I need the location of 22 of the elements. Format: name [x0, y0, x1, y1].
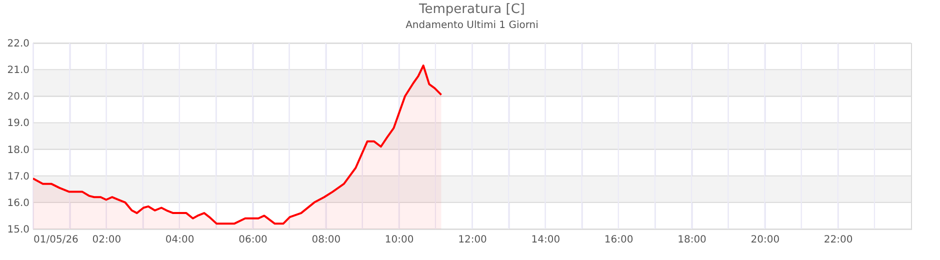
chart-title: Temperatura [C] — [418, 2, 525, 17]
x-tick-label: 16:00 — [604, 234, 634, 246]
y-tick-label: 20.0 — [7, 92, 30, 103]
x-tick-label: 20:00 — [750, 234, 780, 246]
y-tick-label: 19.0 — [7, 118, 30, 130]
y-tick-label: 16.0 — [7, 198, 30, 209]
y-tick-label: 22.0 — [7, 38, 30, 50]
x-tick-label: 12:00 — [458, 234, 487, 246]
x-tick-label: 02:00 — [92, 234, 122, 246]
y-tick-label: 15.0 — [7, 224, 30, 236]
y-tick-label: 21.0 — [7, 65, 30, 76]
x-tick-label: 18:00 — [678, 234, 706, 246]
x-tick-label: 10:00 — [384, 234, 414, 246]
x-tick-label: 14:00 — [531, 234, 560, 246]
x-tick-label: 01/05/26 — [34, 234, 78, 246]
y-tick-label: 17.0 — [7, 171, 30, 182]
x-tick-label: 06:00 — [238, 234, 268, 246]
chart-subtitle: Andamento Ultimi 1 Giorni — [406, 20, 538, 31]
y-tick-label: 18.0 — [7, 144, 30, 156]
x-tick-label: 04:00 — [165, 234, 194, 246]
x-tick-label: 08:00 — [312, 234, 341, 246]
x-tick-label: 22:00 — [824, 234, 853, 246]
